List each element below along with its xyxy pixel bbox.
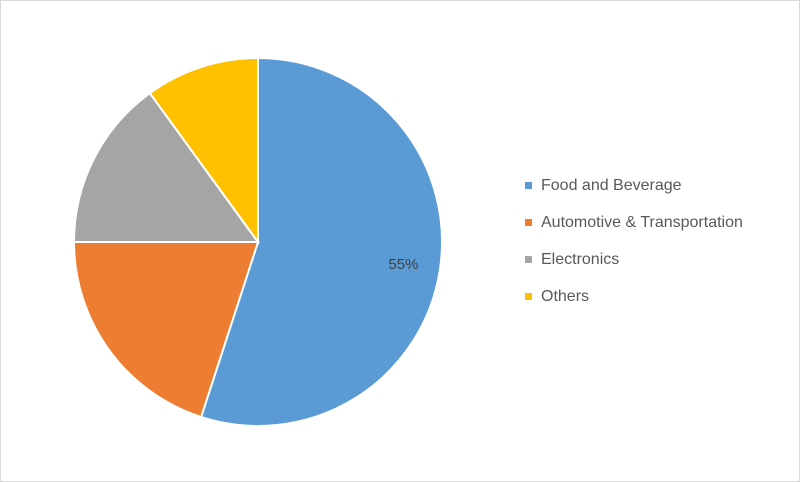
pie-slice-others xyxy=(148,56,259,246)
chart-legend: Food and Beverage Automotive & Transport… xyxy=(525,173,795,321)
legend-item-others: Others xyxy=(525,284,795,309)
pie-slice-electronics xyxy=(72,91,260,243)
legend-item-food-and-beverage: Food and Beverage xyxy=(525,173,795,198)
legend-label-others: Others xyxy=(541,287,590,305)
legend-swatch-electronics xyxy=(525,256,532,263)
legend-label-food-and-beverage: Food and Beverage xyxy=(541,176,682,194)
data-label-food-and-beverage: 55% xyxy=(388,256,418,273)
legend-item-automotive-transportation: Automotive & Transportation xyxy=(525,210,795,235)
legend-label-electronics: Electronics xyxy=(541,250,620,268)
pie-slice-automotive-transportation xyxy=(72,241,260,419)
legend-item-electronics: Electronics xyxy=(525,247,795,272)
legend-label-automotive-transportation: Automotive & Transportation xyxy=(541,213,743,231)
pie-slice-food-and-beverage xyxy=(199,56,443,427)
legend-swatch-food-and-beverage xyxy=(525,182,532,189)
legend-swatch-others xyxy=(525,293,532,300)
legend-swatch-automotive-transportation xyxy=(525,219,532,226)
